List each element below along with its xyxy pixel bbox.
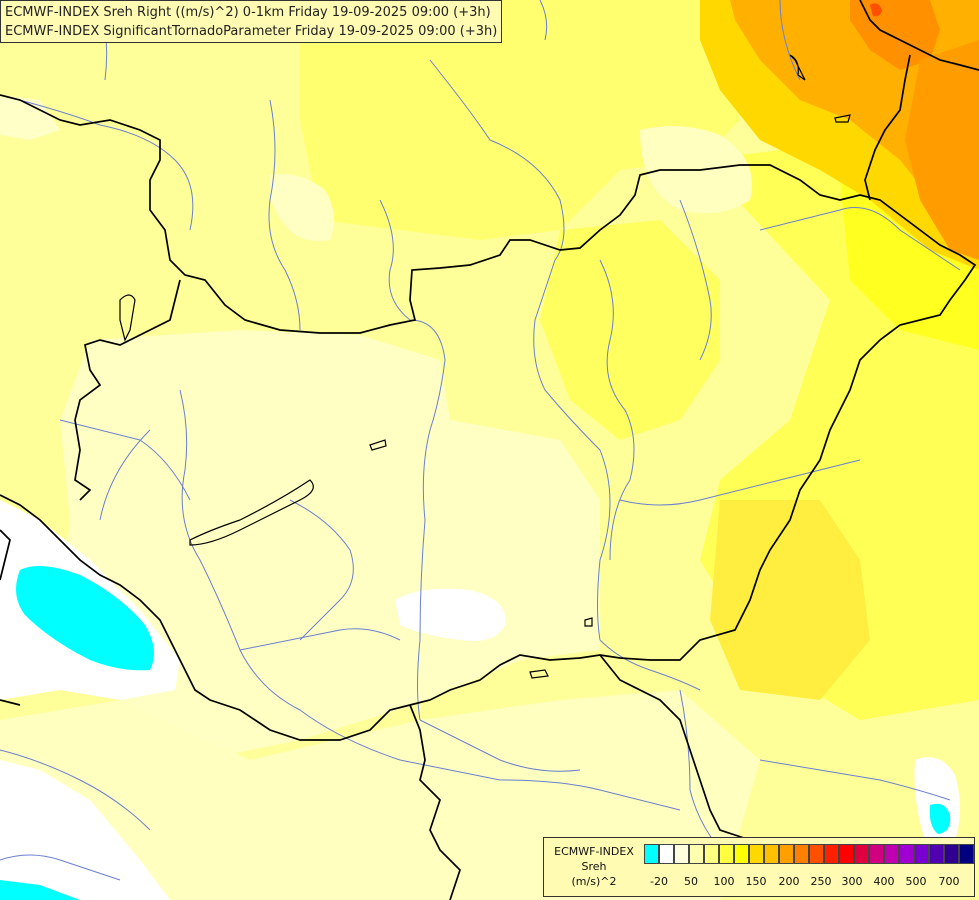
- legend-swatch: [794, 844, 809, 864]
- legend-swatch: [734, 844, 749, 864]
- field-orange-e: [905, 40, 979, 260]
- legend-swatch: [944, 844, 959, 864]
- legend-ticks: -20 50 100 150 200 250 300 400 500 700: [644, 875, 974, 891]
- legend-tick-label: 200: [778, 875, 800, 888]
- legend-swatch: [899, 844, 914, 864]
- field-yellow-east2: [710, 500, 870, 700]
- map-title-line2: ECMWF-INDEX SignificantTornadoParameter …: [5, 24, 498, 39]
- legend-swatch: [719, 844, 734, 864]
- rivers: [0, 0, 961, 881]
- legend-tick-label: 100: [713, 875, 735, 888]
- field-pale-north: [269, 174, 334, 241]
- legend-label-line2: Sreh: [581, 860, 607, 873]
- field-pale-nw: [0, 95, 60, 140]
- legend-label-line3: (m/s)^2: [571, 875, 617, 888]
- legend-swatch: [884, 844, 899, 864]
- legend-swatch: [674, 844, 689, 864]
- color-legend: ECMWF-INDEX Sreh (m/s)^2 -20 50 100 150 200 2…: [543, 837, 975, 897]
- legend-tick-label: 500: [905, 875, 927, 888]
- legend-swatch: [824, 844, 839, 864]
- legend-tick-label: 150: [745, 875, 767, 888]
- legend-swatch: [659, 844, 674, 864]
- legend-tick-label: 300: [841, 875, 863, 888]
- field-yellow-center: [540, 220, 720, 440]
- legend-tick-label: 700: [938, 875, 960, 888]
- legend-tick-label: 250: [810, 875, 832, 888]
- field-pale-west: [60, 330, 600, 760]
- legend-swatch: [749, 844, 764, 864]
- legend-swatches: [644, 844, 974, 866]
- field-red-spot: [870, 3, 882, 17]
- legend-swatch: [839, 844, 854, 864]
- legend-swatch: [764, 844, 779, 864]
- legend-label: ECMWF-INDEX Sreh (m/s)^2: [548, 844, 640, 889]
- map-title-line1: ECMWF-INDEX Sreh Right ((m/s)^2) 0-1km F…: [5, 5, 491, 20]
- legend-swatch: [854, 844, 869, 864]
- legend-swatch: [779, 844, 794, 864]
- map-title-box: ECMWF-INDEX Sreh Right ((m/s)^2) 0-1km F…: [0, 0, 503, 43]
- legend-swatch: [689, 844, 704, 864]
- legend-swatch: [929, 844, 944, 864]
- field-darkorange-ne: [850, 0, 940, 70]
- lakes: [119, 54, 851, 679]
- field-white-sw: [0, 760, 170, 900]
- field-yellow-north: [300, 0, 740, 240]
- field-cyan-sw: [0, 880, 80, 900]
- legend-label-line1: ECMWF-INDEX: [554, 845, 634, 858]
- legend-tick-label: 50: [684, 875, 698, 888]
- legend-swatch: [869, 844, 884, 864]
- legend-swatch: [914, 844, 929, 864]
- legend-swatch: [959, 844, 974, 864]
- legend-swatch: [704, 844, 719, 864]
- legend-tick-label: -20: [650, 875, 668, 888]
- field-white-spot: [395, 588, 506, 641]
- field-cyan-se: [929, 803, 951, 834]
- field-cyan-west: [16, 566, 154, 671]
- legend-swatch: [644, 844, 659, 864]
- legend-swatch: [809, 844, 824, 864]
- legend-tick-label: 400: [873, 875, 895, 888]
